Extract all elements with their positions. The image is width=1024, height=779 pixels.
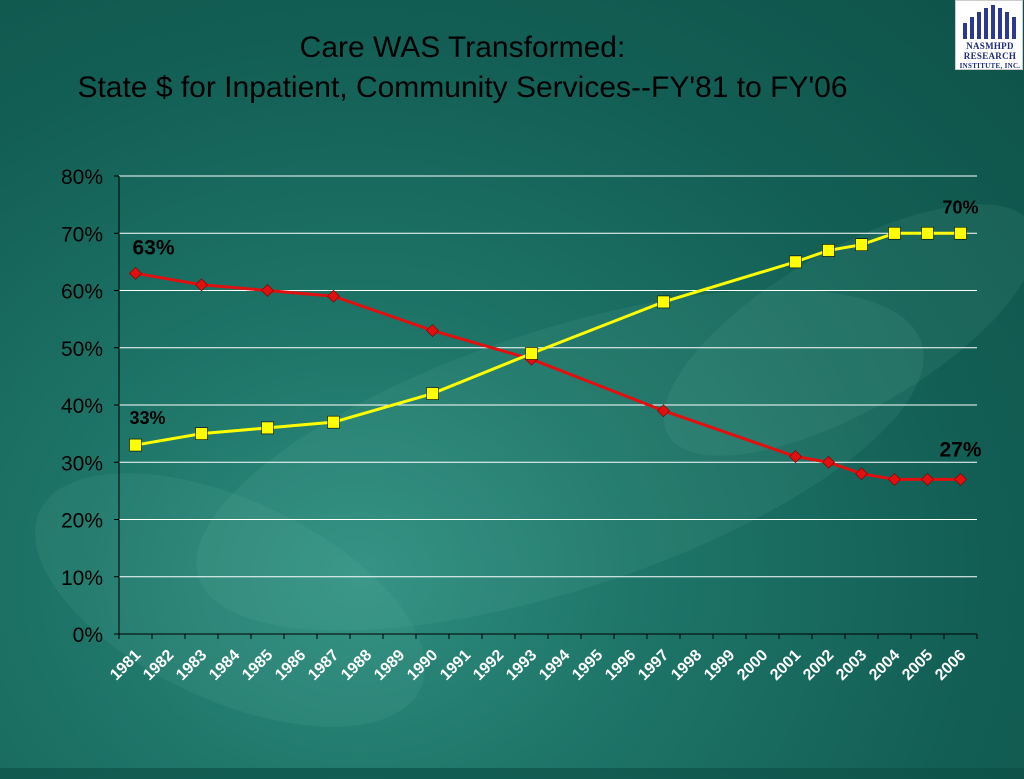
x-tick-label: 1985 bbox=[239, 647, 276, 684]
logo-line-2: RESEARCH bbox=[963, 51, 1017, 61]
inpatient-point bbox=[789, 450, 802, 463]
community-point bbox=[657, 295, 670, 309]
x-tick-label: 1992 bbox=[470, 647, 507, 684]
community-point bbox=[525, 347, 538, 360]
logo-line-3: INSTITUTE, INC. bbox=[959, 62, 1021, 70]
x-tick-label: 2000 bbox=[734, 647, 771, 684]
community-point bbox=[327, 415, 340, 429]
x-tick-label: 1987 bbox=[305, 647, 342, 684]
y-tick-label: 50% bbox=[61, 338, 103, 361]
community-point bbox=[888, 226, 901, 240]
x-tick-label: 2001 bbox=[767, 647, 804, 684]
x-tick-label: 1997 bbox=[635, 647, 672, 684]
x-tick-label: 1991 bbox=[437, 647, 474, 684]
community-point bbox=[789, 255, 802, 269]
community-point bbox=[426, 387, 439, 400]
x-tick-label: 1996 bbox=[602, 647, 639, 684]
community-point bbox=[954, 226, 967, 240]
x-tick-label: 2002 bbox=[800, 647, 837, 684]
x-tick-label: 1982 bbox=[140, 647, 177, 684]
x-tick-label: 2003 bbox=[833, 647, 870, 684]
inpatient-point bbox=[822, 455, 835, 469]
x-tick-label: 1984 bbox=[206, 647, 243, 684]
x-tick-label: 1989 bbox=[371, 647, 408, 684]
community-point bbox=[129, 438, 142, 452]
y-tick-label: 60% bbox=[61, 281, 103, 304]
inpatient-point bbox=[195, 278, 208, 292]
x-tick-label: 1988 bbox=[338, 647, 375, 684]
x-tick-label: 1994 bbox=[536, 647, 573, 684]
x-tick-label: 2004 bbox=[866, 647, 903, 684]
inpatient-point bbox=[327, 289, 340, 303]
community-point bbox=[261, 421, 274, 435]
x-tick-label: 1993 bbox=[503, 647, 540, 684]
inpatient-point bbox=[855, 467, 868, 481]
y-tick-label: 40% bbox=[61, 395, 103, 418]
x-tick-label: 1999 bbox=[701, 647, 738, 684]
y-tick-label: 70% bbox=[61, 223, 103, 246]
inpatient-series-line bbox=[135, 271, 961, 481]
inpatient-point bbox=[657, 404, 670, 418]
title-line-2: State $ for Inpatient, Community Service… bbox=[77, 71, 848, 104]
community-series-line bbox=[135, 231, 961, 447]
inpatient-point bbox=[921, 473, 934, 486]
inpatient-point bbox=[954, 473, 967, 486]
nasmhpd-logo: NASMHPD RESEARCH INSTITUTE, INC. bbox=[955, 0, 1023, 70]
y-tick-label: 80% bbox=[61, 166, 103, 189]
y-tick-label: 30% bbox=[61, 452, 103, 475]
x-tick-label: 1995 bbox=[569, 647, 606, 684]
inpatient-point bbox=[888, 473, 901, 486]
slide-title: Care WAS Transformed: State $ for Inpati… bbox=[0, 28, 925, 108]
inpatient-point bbox=[129, 266, 142, 280]
community-point bbox=[822, 244, 835, 257]
data-label: 63% bbox=[132, 236, 174, 259]
data-label: 70% bbox=[942, 197, 978, 217]
data-label: 27% bbox=[939, 438, 981, 461]
inpatient-point bbox=[426, 324, 439, 337]
x-tick-label: 2006 bbox=[932, 647, 969, 684]
community-point bbox=[195, 427, 208, 440]
x-tick-label: 1986 bbox=[272, 647, 309, 684]
x-tick-label: 1983 bbox=[173, 647, 210, 684]
community-point bbox=[921, 226, 934, 240]
logo-bars-icon bbox=[961, 5, 1019, 39]
logo-line-1: NASMHPD bbox=[966, 41, 1014, 51]
y-tick-label: 0% bbox=[73, 624, 103, 647]
x-tick-label: 1981 bbox=[107, 647, 144, 684]
data-label: 33% bbox=[129, 408, 165, 428]
community-point bbox=[855, 238, 868, 251]
y-tick-label: 10% bbox=[61, 567, 103, 590]
y-tick-label: 20% bbox=[61, 510, 103, 533]
title-line-1: Care WAS Transformed: bbox=[299, 31, 626, 64]
x-tick-label: 1998 bbox=[668, 647, 705, 684]
x-tick-label: 2005 bbox=[899, 647, 936, 684]
x-tick-label: 1990 bbox=[404, 647, 441, 684]
inpatient-point bbox=[261, 284, 274, 297]
